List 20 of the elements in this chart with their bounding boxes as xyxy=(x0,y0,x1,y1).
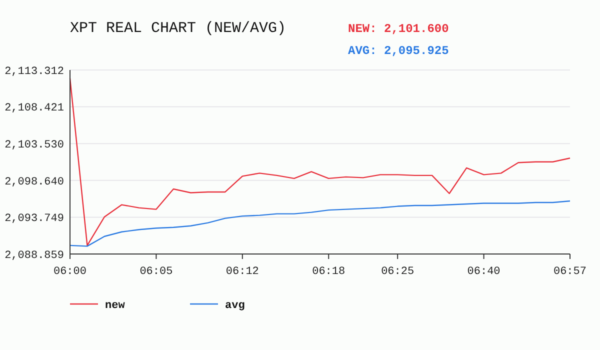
chart-title: XPT REAL CHART (NEW/AVG) xyxy=(70,20,286,37)
y-tick-label: 2,093.749 xyxy=(4,213,64,226)
y-tick-label: 2,113.312 xyxy=(4,66,64,78)
x-tick-label: 06:05 xyxy=(140,266,173,278)
x-tick-label: 06:12 xyxy=(226,266,259,278)
x-tick-label: 06:40 xyxy=(467,266,500,278)
y-tick-label: 2,098.640 xyxy=(4,176,64,188)
text: NEW: 2,101.600 xyxy=(348,22,449,36)
x-tick-label: 06:25 xyxy=(381,266,414,278)
x-tick-label: 06:57 xyxy=(553,266,587,278)
text: AVG: 2,095.925 xyxy=(348,44,449,58)
x-tick-label: 06:18 xyxy=(312,266,346,278)
legend-label: new xyxy=(105,300,126,312)
y-tick-label: 2,103.530 xyxy=(4,139,64,152)
legend-label: avg xyxy=(225,300,245,312)
y-tick-label: 2,088.859 xyxy=(4,250,64,262)
x-tick-label: 06:00 xyxy=(53,266,87,278)
y-tick-label: 2,108.421 xyxy=(4,102,64,115)
line-series xyxy=(69,78,571,246)
line-series xyxy=(69,200,571,247)
